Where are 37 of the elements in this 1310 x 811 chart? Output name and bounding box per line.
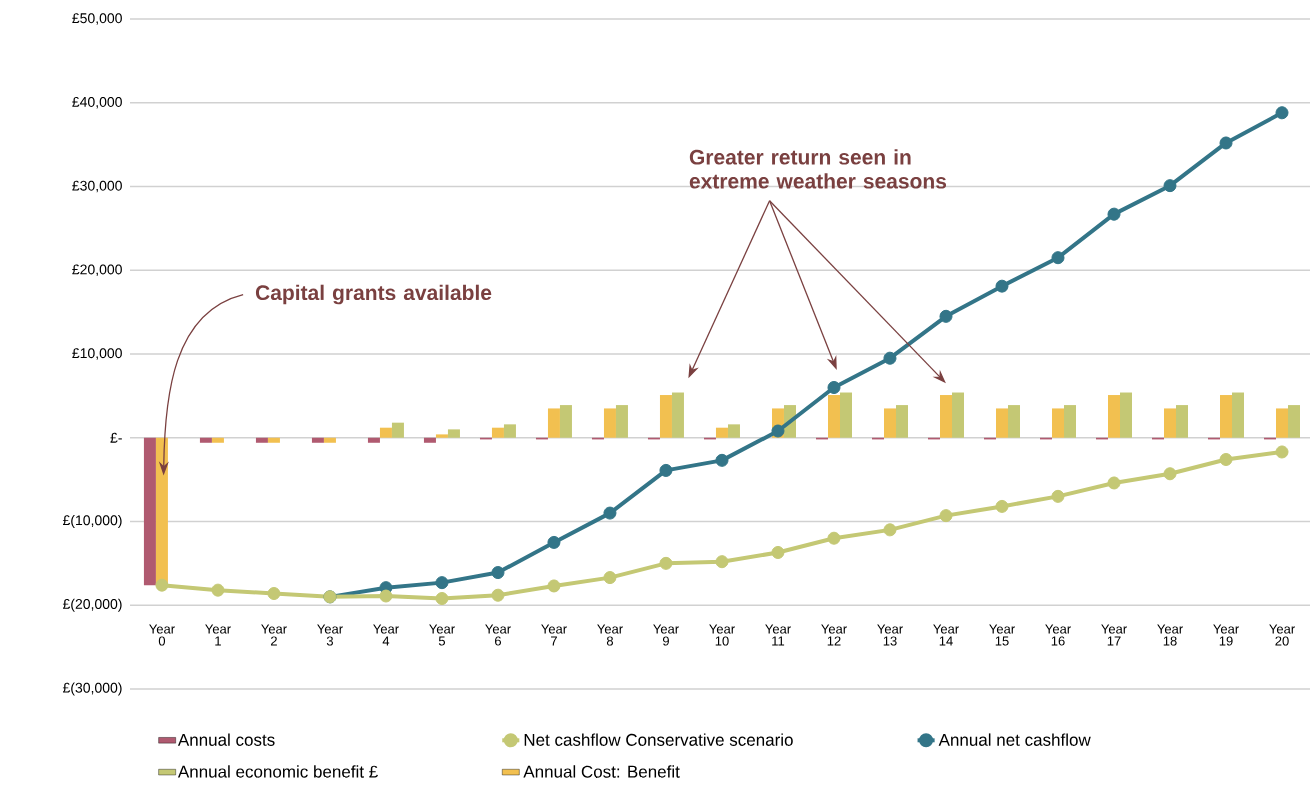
legend-label: Annual net cashflow — [938, 733, 1091, 746]
x-tick-label: Year 6 — [485, 624, 511, 646]
legend-label: Annual economic benefit £ — [177, 765, 378, 778]
annotation: Greater return seen in extreme weather seasons — [689, 149, 947, 189]
legend-label: Annual costs — [177, 733, 275, 746]
x-tick-label: Year 13 — [877, 624, 903, 646]
legend-label: Net cashflow Conservative scenario — [524, 733, 793, 746]
y-tick-label: £(20,000) — [62, 598, 122, 612]
x-tick-label: Year 1 — [205, 624, 231, 646]
y-tick-label: £20,000 — [72, 264, 122, 277]
x-tick-label: Year 12 — [821, 624, 847, 646]
x-tick-label: Year 18 — [1157, 624, 1183, 646]
x-tick-label: Year 20 — [1269, 624, 1295, 646]
x-tick-label: Year 14 — [933, 624, 959, 646]
y-tick-label: £(30,000) — [62, 682, 122, 696]
y-tick-label: £(10,000) — [62, 514, 122, 529]
x-tick-label: Year 4 — [373, 624, 399, 646]
y-tick-label: £30,000 — [72, 180, 122, 193]
x-tick-label: Year 9 — [653, 624, 679, 646]
x-tick-label: Year 5 — [429, 624, 455, 646]
x-tick-label: Year 3 — [317, 624, 343, 646]
x-tick-label: Year 11 — [765, 624, 791, 646]
x-tick-label: Year 8 — [597, 624, 623, 646]
annotation: Capital grants available — [255, 284, 492, 305]
x-tick-label: Year 17 — [1101, 624, 1127, 646]
x-tick-label: Year 19 — [1213, 624, 1239, 646]
x-tick-label: Year 16 — [1045, 624, 1071, 646]
x-tick-label: Year 7 — [541, 624, 567, 646]
legend-label: Annual Cost: Benefit — [523, 765, 680, 778]
x-tick-label: Year 10 — [709, 624, 735, 646]
x-tick-label: Year 2 — [261, 624, 287, 646]
y-tick-label: £50,000 — [72, 13, 122, 25]
y-tick-label: £40,000 — [72, 96, 122, 109]
y-tick-label: £10,000 — [72, 348, 122, 360]
y-tick-label: £- — [110, 432, 122, 443]
x-tick-label: Year 0 — [149, 624, 175, 646]
x-tick-label: Year 15 — [989, 624, 1015, 646]
